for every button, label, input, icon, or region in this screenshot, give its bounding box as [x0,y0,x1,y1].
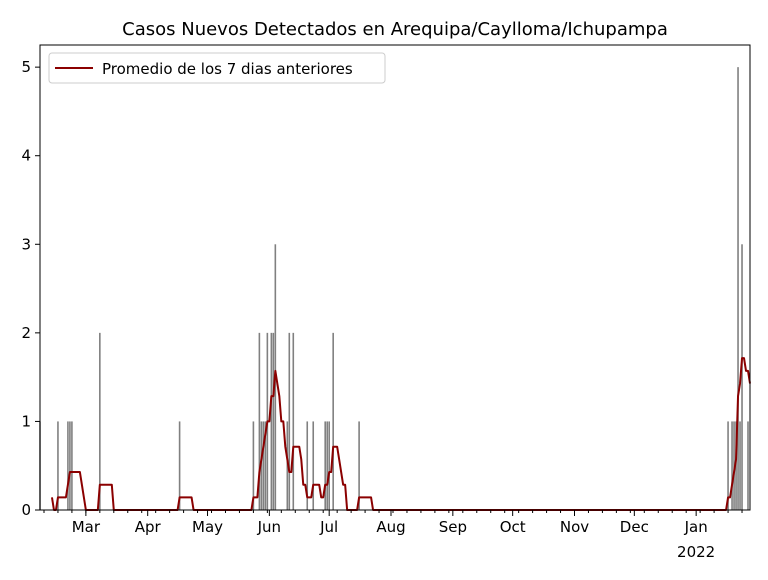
bar [67,421,69,510]
x-tick-label: Apr [135,518,162,536]
x-tick-sublabel: 2022 [677,543,715,561]
y-tick-label: 1 [21,412,31,430]
bar [270,332,273,510]
bar [731,421,733,510]
bar [252,421,255,510]
chart-title: Casos Nuevos Detectados en Arequipa/Cayl… [122,19,668,40]
bar [739,421,741,510]
bar [332,332,334,510]
x-tick-label: Jul [319,518,338,536]
x-tick-label: Jun [257,518,281,536]
x-tick-label: Aug [376,518,405,536]
legend-label: Promedio de los 7 dias anteriores [102,60,353,78]
bar [262,421,265,510]
bar [727,421,729,510]
x-tick-label: Sep [439,518,467,536]
bar [324,421,326,510]
bar [178,421,181,510]
legend: Promedio de los 7 dias anteriores [48,52,386,84]
y-tick-label: 5 [21,58,31,76]
bar [326,421,328,510]
y-tick-label: 0 [21,501,31,519]
legend-box [48,52,386,84]
x-axis: Mar Apr May Jun Jul Aug Sep Oct Nov Dec Jan 2022 [43,510,743,561]
bar [328,421,330,510]
x-tick-label: May [192,518,223,536]
y-tick-label: 3 [21,235,31,253]
y-tick-label: 4 [21,147,31,165]
bar [312,421,315,510]
bar [272,332,275,510]
bar [747,421,749,510]
bar [306,421,309,510]
plot-frame [39,44,751,511]
bar [71,421,73,510]
x-tick-label: Oct [500,518,526,536]
bar [358,421,360,510]
bar [737,67,739,511]
bar [264,421,267,510]
y-axis: 0 1 2 3 4 5 [21,58,40,519]
x-tick-label: Jan [684,518,708,536]
bar [99,332,101,510]
x-tick-label: Nov [560,518,589,536]
bar [57,421,59,510]
bar [741,244,743,511]
x-tick-label: Dec [620,518,649,536]
bar [69,421,71,510]
bar [292,332,295,510]
bar [288,332,291,510]
bar [258,332,261,510]
x-tick-label: Mar [72,518,101,536]
y-tick-label: 2 [21,324,31,342]
